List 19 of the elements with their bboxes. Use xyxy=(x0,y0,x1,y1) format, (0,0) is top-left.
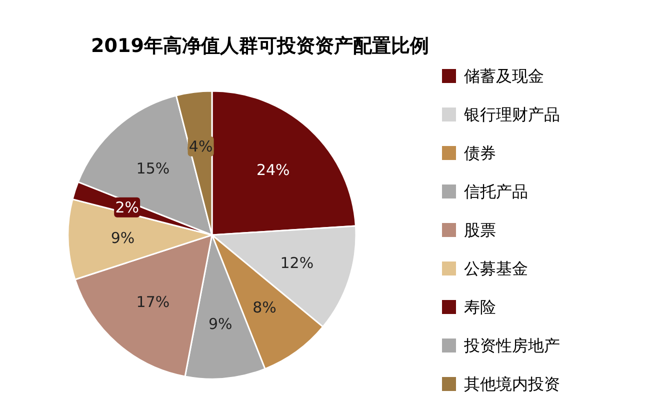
data-label: 9% xyxy=(110,229,135,248)
data-label: 15% xyxy=(136,159,170,178)
data-label: 8% xyxy=(252,298,276,316)
legend-label: 公募基金 xyxy=(464,259,528,278)
chart-title: 2019年高净值人群可投资资产配置比例 xyxy=(91,35,429,57)
legend-label: 其他境内投资 xyxy=(464,374,560,394)
data-label: 2% xyxy=(115,198,139,217)
legend-label: 股票 xyxy=(464,220,496,240)
legend-label: 寿险 xyxy=(464,298,496,317)
data-label: 17% xyxy=(136,293,170,312)
legend-label: 储蓄及现金 xyxy=(464,66,544,86)
data-label: 24% xyxy=(256,161,290,180)
legend-label: 投资性房地产 xyxy=(463,336,560,356)
data-label: 12% xyxy=(280,254,314,272)
legend-label: 信托产品 xyxy=(464,182,528,202)
data-label: 4% xyxy=(188,138,213,156)
legend-label: 银行理财产品 xyxy=(463,105,560,124)
legend-label: 债券 xyxy=(464,144,496,163)
data-label: 9% xyxy=(208,315,232,334)
